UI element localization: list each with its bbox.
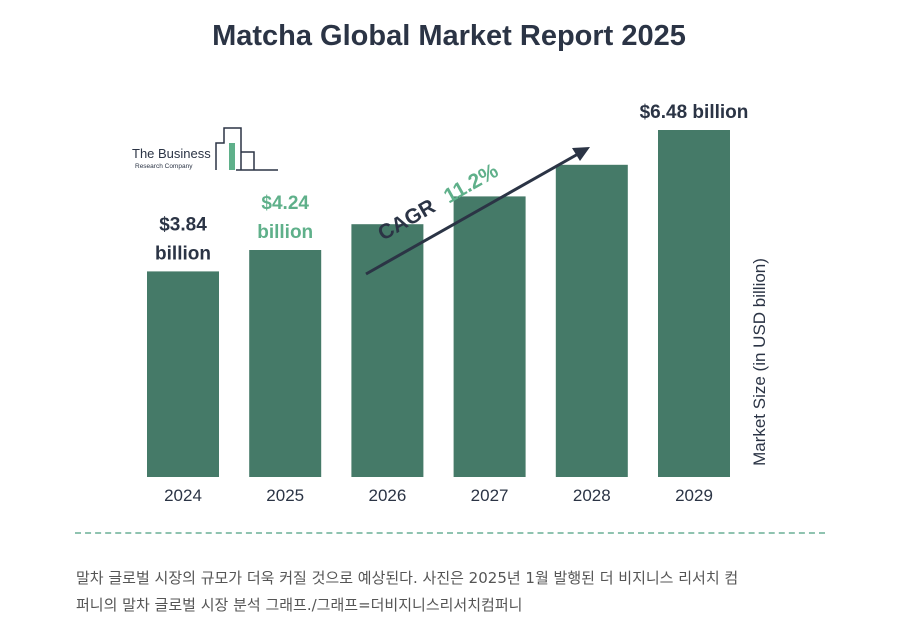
photo-caption: 말차 글로벌 시장의 규모가 더욱 커질 것으로 예상된다. 사진은 2025년… — [76, 565, 836, 619]
value-label-2024: $3.84 billion — [155, 214, 211, 264]
x-tick-2026: 2026 — [368, 486, 406, 505]
logo-graphic — [215, 127, 278, 171]
cagr-arrow-head — [572, 147, 590, 161]
bar-2028 — [555, 164, 628, 478]
logo-bar-accent — [229, 143, 235, 170]
cagr-arrow-line — [365, 152, 579, 276]
caption-divider — [75, 532, 825, 534]
bar-2026 — [351, 224, 424, 477]
chart-title: Matcha Global Market Report 2025 — [212, 20, 686, 52]
market-chart: Matcha Global Market Report 2025 The Bus… — [132, 20, 769, 505]
bars — [147, 130, 730, 478]
value-label-2025: $4.24 billion — [257, 193, 313, 243]
x-tick-2025: 2025 — [266, 486, 304, 505]
company-logo: The Business Research Company — [132, 127, 278, 171]
logo-line1: The Business — [132, 146, 211, 161]
value-labels: $3.84 billion $4.24 billion $6.48 billion — [155, 102, 748, 264]
x-axis-ticks: 2024 2025 2026 2027 2028 2029 — [164, 486, 713, 505]
y-axis-label: Market Size (in USD billion) — [750, 258, 769, 466]
x-tick-2028: 2028 — [573, 486, 611, 505]
bar-2027 — [453, 196, 526, 477]
x-tick-2027: 2027 — [471, 486, 509, 505]
bar-2024 — [147, 271, 219, 477]
logo-skyline — [215, 127, 278, 171]
x-tick-2024: 2024 — [164, 486, 202, 505]
bar-2029 — [658, 130, 730, 477]
bar-2025 — [249, 250, 322, 477]
value-label-2029: $6.48 billion — [640, 102, 749, 123]
logo-line2: Research Company — [135, 163, 193, 170]
x-tick-2029: 2029 — [675, 486, 713, 505]
caption-line1: 말차 글로벌 시장의 규모가 더욱 커질 것으로 예상된다. 사진은 2025년… — [76, 569, 739, 587]
caption-line2: 퍼니의 말차 글로벌 시장 분석 그래프./그래프=더비지니스리서치컴퍼니 — [76, 596, 523, 614]
